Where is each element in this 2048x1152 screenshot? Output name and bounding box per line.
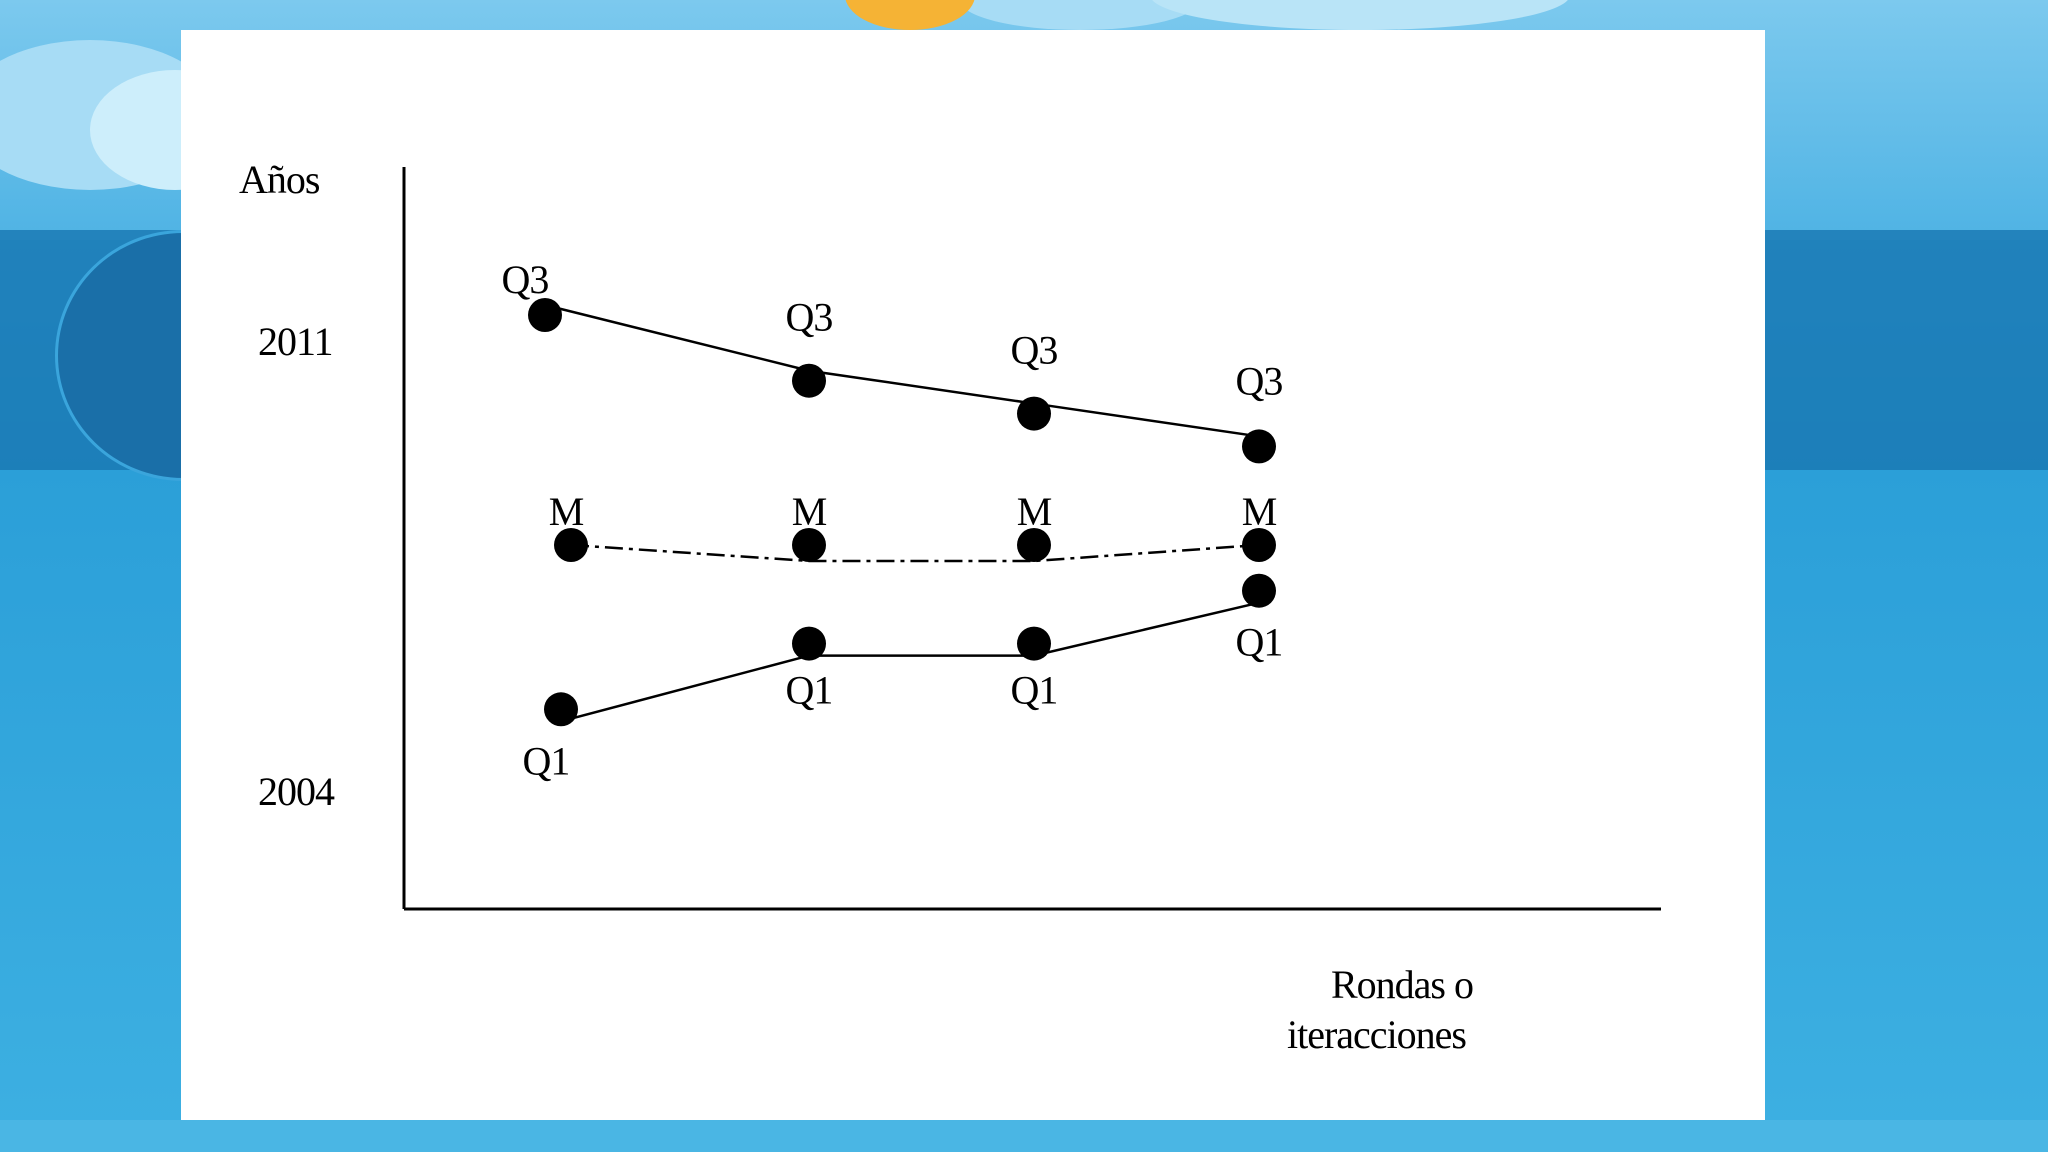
point-label-q3-1: Q3 (502, 257, 549, 302)
data-point-q1-4 (1242, 573, 1276, 608)
point-label-q3-4: Q3 (1236, 358, 1283, 403)
point-label-m-2: M (792, 489, 827, 534)
point-label-q3-2: Q3 (786, 295, 833, 340)
point-label-q1-4: Q1 (1236, 620, 1283, 665)
point-label-m-3: M (1017, 489, 1052, 534)
delphi-rounds-chart: Años 2011 2004 Rondas o iteracciones Q3Q… (239, 157, 1661, 1057)
data-point-q1-1 (544, 692, 578, 727)
chart-axes (402, 167, 1661, 911)
background-bottom-strip (0, 1120, 2048, 1152)
data-point-q3-2 (792, 363, 826, 398)
data-point-q3-4 (1242, 429, 1276, 464)
data-point-q3-3 (1017, 396, 1051, 431)
point-label-q1-1: Q1 (523, 738, 570, 783)
data-point-m-4 (1242, 528, 1276, 562)
data-point-m-3 (1017, 528, 1051, 562)
point-label-m-4: M (1242, 489, 1277, 534)
y-tick-label-2004: 2004 (258, 769, 335, 814)
point-label-q1-2: Q1 (786, 668, 833, 713)
slide-content-card: Años 2011 2004 Rondas o iteracciones Q3 Q… (181, 30, 1765, 1120)
point-label-q1-3: Q1 (1011, 668, 1058, 713)
point-label-m-1: M (549, 489, 584, 534)
data-point-m-1 (554, 528, 588, 562)
x-axis-title-line2: iteracciones (1287, 1012, 1466, 1057)
data-point-q1-2 (792, 626, 826, 661)
chart-series: Q3 Q3 Q3 Q3 M M M M Q1 Q1 Q1 Q1 (502, 257, 1284, 783)
data-point-q3-1 (528, 298, 562, 332)
series-line-q1 (560, 601, 1260, 723)
x-axis-title-line1: Rondas o (1331, 962, 1473, 1007)
point-label-q3-3: Q3 (1011, 328, 1058, 373)
series-line-q3 (544, 303, 1260, 438)
series-line-m (570, 543, 1260, 563)
data-point-m-2 (792, 528, 826, 562)
y-axis-title: Años (239, 157, 320, 202)
data-point-q1-3 (1017, 626, 1051, 661)
y-tick-label-2011: 2011 (258, 319, 333, 364)
